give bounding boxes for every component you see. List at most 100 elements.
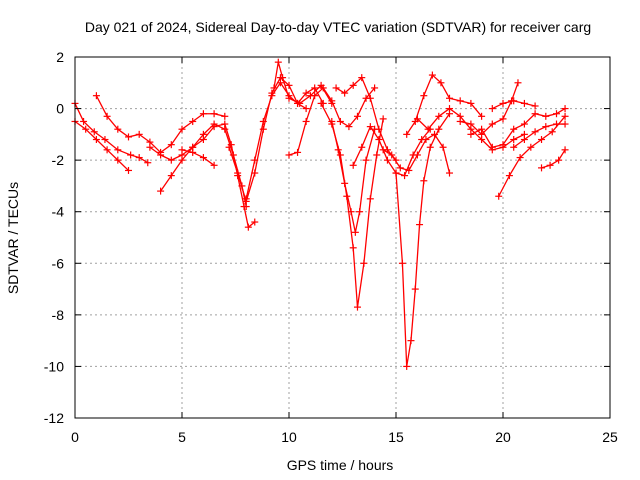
series-line <box>181 149 215 166</box>
data-point-marker <box>302 89 310 97</box>
data-point-marker <box>366 195 374 203</box>
series-line <box>470 107 566 148</box>
data-point-marker <box>349 244 357 252</box>
series-line <box>540 149 566 169</box>
series-sat-10 <box>285 84 379 159</box>
data-point-marker <box>520 136 528 144</box>
data-point-marker <box>347 208 355 216</box>
data-point-marker <box>505 172 513 180</box>
data-point-marker <box>561 146 569 154</box>
data-point-marker <box>251 218 259 226</box>
data-point-marker <box>561 120 569 128</box>
x-tick-label: 15 <box>388 429 404 445</box>
series-sat-22 <box>510 120 569 151</box>
data-point-marker <box>199 136 207 144</box>
data-point-marker <box>353 303 361 311</box>
data-point-marker <box>341 89 349 97</box>
data-point-marker <box>157 151 165 159</box>
data-point-marker <box>317 99 325 107</box>
series-line <box>331 120 376 233</box>
data-series <box>71 58 569 370</box>
series-line <box>395 113 451 368</box>
data-point-marker <box>439 143 447 151</box>
data-point-marker <box>210 110 218 118</box>
series-line <box>74 120 130 172</box>
data-point-marker <box>358 143 366 151</box>
data-point-marker <box>199 110 207 118</box>
data-point-marker <box>561 112 569 120</box>
data-point-marker <box>531 102 539 110</box>
data-point-marker <box>510 143 518 151</box>
series-sat-17 <box>403 71 486 138</box>
y-tick-label: -2 <box>52 152 65 168</box>
data-point-marker <box>416 221 424 229</box>
data-point-marker <box>360 259 368 267</box>
series-line <box>95 95 226 154</box>
series-sat-12 <box>328 117 379 236</box>
data-point-marker <box>379 115 387 123</box>
data-point-marker <box>311 92 319 100</box>
data-point-marker <box>499 115 507 123</box>
data-point-marker <box>520 120 528 128</box>
data-point-marker <box>488 105 496 113</box>
data-point-marker <box>103 146 111 154</box>
data-point-marker <box>82 125 90 133</box>
series-sat-23 <box>488 97 539 113</box>
data-point-marker <box>332 84 340 92</box>
data-point-marker <box>146 143 154 151</box>
data-point-marker <box>285 81 293 89</box>
data-point-marker <box>242 195 250 203</box>
data-point-marker <box>221 112 229 120</box>
data-point-marker <box>294 148 302 156</box>
data-point-marker <box>114 125 122 133</box>
data-point-marker <box>319 84 327 92</box>
series-sat-5 <box>157 120 259 231</box>
data-point-marker <box>135 130 143 138</box>
series-sat-14 <box>349 123 434 180</box>
series-line <box>159 123 256 228</box>
y-tick-label: -8 <box>52 307 65 323</box>
series-line <box>352 125 431 177</box>
data-point-marker <box>144 159 152 167</box>
x-tick-label: 10 <box>281 429 297 445</box>
data-point-marker <box>488 120 496 128</box>
series-line <box>149 123 247 208</box>
data-point-marker <box>424 125 432 133</box>
data-point-marker <box>401 172 409 180</box>
data-point-marker <box>555 156 563 164</box>
data-point-marker <box>495 192 503 200</box>
data-point-marker <box>240 203 248 211</box>
data-point-marker <box>420 92 428 100</box>
data-point-marker <box>336 117 344 125</box>
data-point-marker <box>561 105 569 113</box>
data-point-marker <box>467 120 475 128</box>
series-line <box>498 115 566 197</box>
data-point-marker <box>542 123 550 131</box>
data-point-marker <box>157 187 165 195</box>
data-point-marker <box>210 123 218 131</box>
data-point-marker <box>302 117 310 125</box>
data-point-marker <box>435 112 443 120</box>
data-point-marker <box>345 123 353 131</box>
data-point-marker <box>268 92 276 100</box>
data-point-marker <box>411 285 419 293</box>
data-point-marker <box>189 117 197 125</box>
data-point-marker <box>302 105 310 113</box>
series-sat-16 <box>392 110 453 370</box>
data-point-marker <box>366 123 374 131</box>
data-point-marker <box>428 71 436 79</box>
data-point-marker <box>488 143 496 151</box>
data-point-marker <box>510 136 518 144</box>
series-sat-1 <box>71 99 152 167</box>
data-point-marker <box>383 156 391 164</box>
series-sat-13 <box>332 74 400 164</box>
data-point-marker <box>334 146 342 154</box>
data-point-marker <box>234 169 242 177</box>
data-point-marker <box>392 169 400 177</box>
x-tick-label: 20 <box>495 429 511 445</box>
data-point-marker <box>225 143 233 151</box>
data-point-marker <box>531 128 539 136</box>
data-point-marker <box>375 136 383 144</box>
data-point-marker <box>270 84 278 92</box>
data-point-marker <box>356 208 364 216</box>
